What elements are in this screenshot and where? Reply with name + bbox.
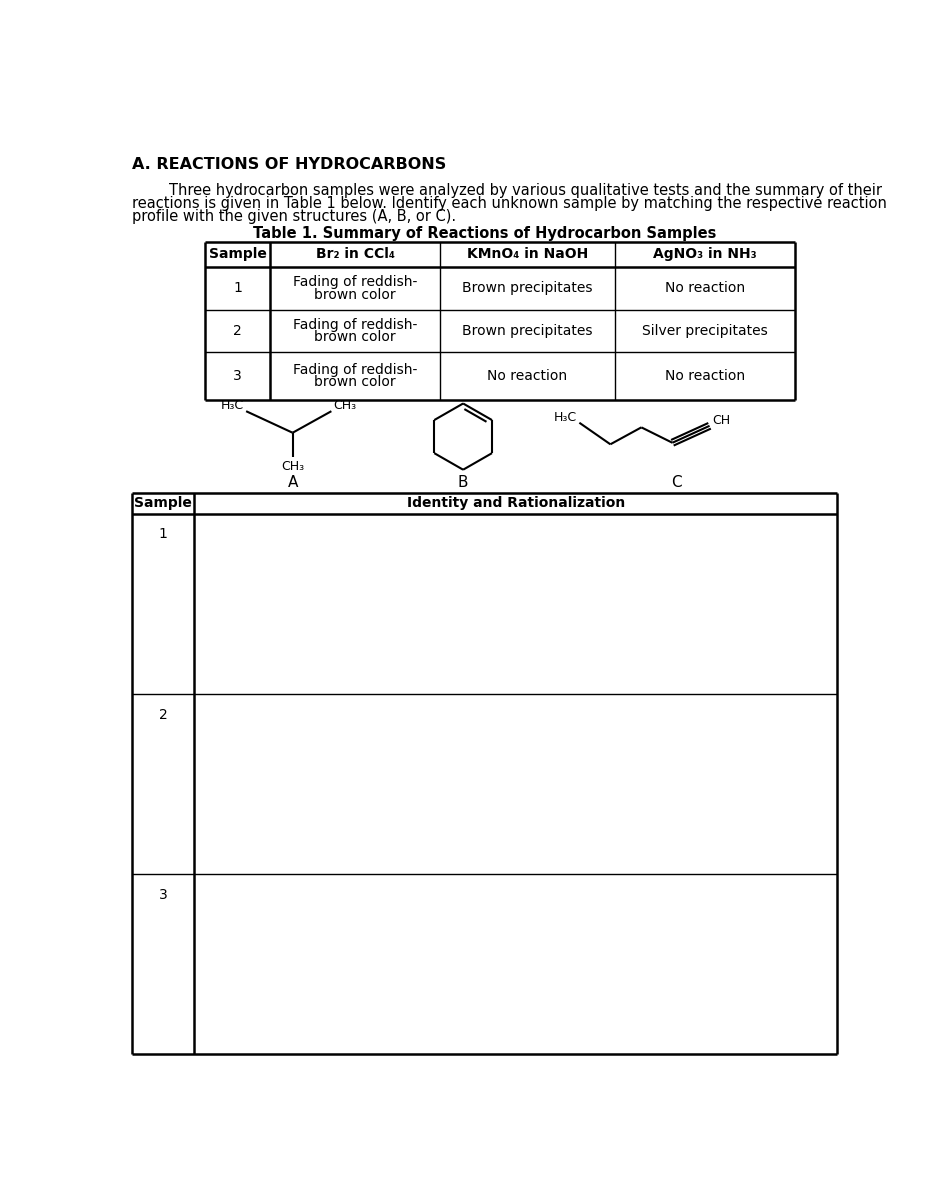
Text: CH₃: CH₃ <box>281 460 305 473</box>
Text: CH: CH <box>712 414 730 427</box>
Text: Table 1. Summary of Reactions of Hydrocarbon Samples: Table 1. Summary of Reactions of Hydroca… <box>254 227 716 241</box>
Text: brown color: brown color <box>314 374 395 389</box>
Text: Silver precipitates: Silver precipitates <box>642 324 768 337</box>
Text: brown color: brown color <box>314 288 395 301</box>
Text: 1: 1 <box>159 528 167 541</box>
Text: Sample: Sample <box>134 497 192 510</box>
Text: Br₂ in CCl₄: Br₂ in CCl₄ <box>316 247 394 262</box>
Text: 2: 2 <box>234 324 242 337</box>
Text: reactions is given in Table 1 below. Identify each unknown sample by matching th: reactions is given in Table 1 below. Ide… <box>132 196 887 210</box>
Text: Fading of reddish-: Fading of reddish- <box>293 362 417 377</box>
Text: profile with the given structures (A, B, or C).: profile with the given structures (A, B,… <box>132 209 456 223</box>
Text: brown color: brown color <box>314 330 395 344</box>
Text: A. REACTIONS OF HYDROCARBONS: A. REACTIONS OF HYDROCARBONS <box>132 157 447 172</box>
Text: Identity and Rationalization: Identity and Rationalization <box>407 497 625 510</box>
Text: Three hydrocarbon samples were analyzed by various qualitative tests and the sum: Three hydrocarbon samples were analyzed … <box>132 182 883 198</box>
Text: AgNO₃ in NH₃: AgNO₃ in NH₃ <box>653 247 757 262</box>
Text: Brown precipitates: Brown precipitates <box>463 324 593 337</box>
Text: KMnO₄ in NaOH: KMnO₄ in NaOH <box>466 247 588 262</box>
Text: H₃C: H₃C <box>554 410 577 424</box>
Text: No reaction: No reaction <box>665 281 745 295</box>
Text: 1: 1 <box>233 281 242 295</box>
Text: 3: 3 <box>234 368 242 383</box>
Text: 2: 2 <box>159 708 167 721</box>
Text: 3: 3 <box>159 888 167 902</box>
Text: H₃C: H₃C <box>220 400 244 413</box>
Text: Brown precipitates: Brown precipitates <box>463 281 593 295</box>
Text: A: A <box>288 475 298 490</box>
Text: No reaction: No reaction <box>487 368 568 383</box>
Text: Fading of reddish-: Fading of reddish- <box>293 275 417 289</box>
Text: Fading of reddish-: Fading of reddish- <box>293 318 417 331</box>
Text: B: B <box>458 475 468 490</box>
Text: Sample: Sample <box>209 247 267 262</box>
Text: C: C <box>671 475 681 490</box>
Text: CH₃: CH₃ <box>334 400 357 413</box>
Text: No reaction: No reaction <box>665 368 745 383</box>
